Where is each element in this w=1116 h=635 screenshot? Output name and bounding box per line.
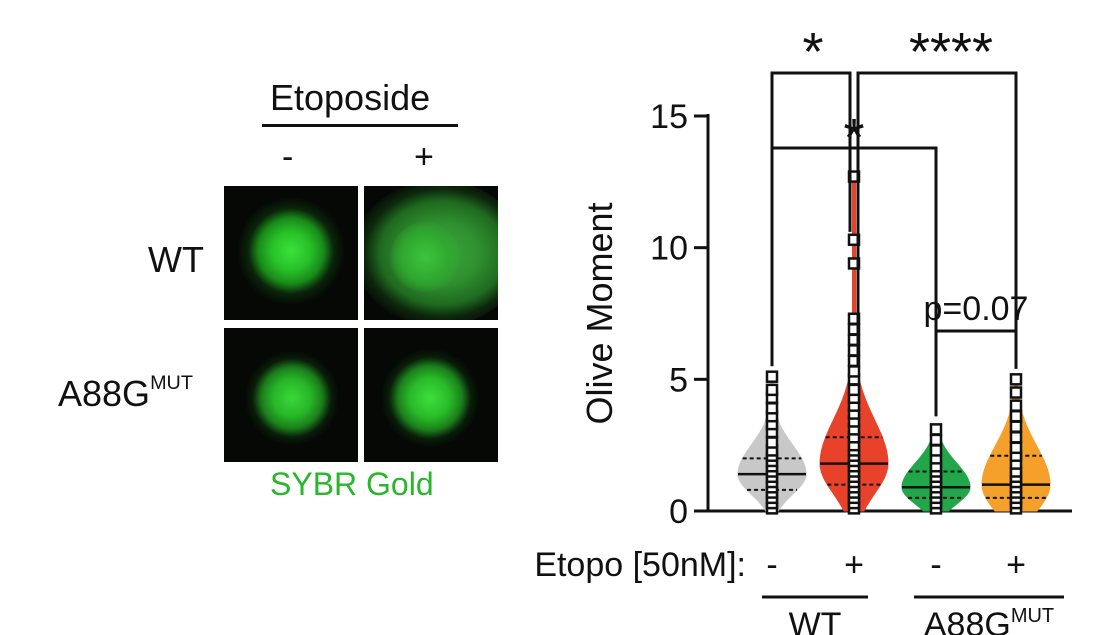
x-tick-label: + [1006, 546, 1026, 584]
significance-label: * [802, 22, 823, 82]
data-point [765, 436, 779, 449]
column-label-minus: - [282, 138, 294, 176]
row-label-wt: WT [148, 239, 204, 280]
x-row-label: Etopo [50nM]: [534, 546, 746, 584]
column-label-plus: + [414, 138, 434, 176]
stain-caption: SYBR Gold [270, 466, 434, 502]
data-point [1009, 431, 1023, 444]
treatment-bracket-line [262, 124, 458, 127]
significance-bracket [770, 71, 852, 367]
data-point [847, 365, 861, 378]
y-tick-label: 10 [650, 230, 688, 268]
data-point [1009, 399, 1023, 412]
x-tick-label: - [766, 546, 777, 584]
significance-label: * [843, 108, 864, 168]
data-point [1009, 386, 1023, 399]
row-label-mutant: A88GMUT [58, 372, 193, 414]
group-label: A88GMUT [924, 605, 1054, 635]
y-tick-label: 15 [650, 98, 688, 136]
comet-image-wt-untreated [224, 186, 358, 320]
data-point [765, 402, 779, 415]
y-tick-label: 5 [669, 361, 688, 399]
significance-bracket [934, 329, 1018, 417]
data-point [765, 370, 779, 383]
significance-label: **** [909, 22, 993, 82]
significance-bracket [856, 71, 1018, 369]
significance-label: p=0.07 [924, 290, 1029, 328]
data-point [765, 383, 779, 397]
x-tick-label: - [930, 546, 941, 584]
data-point [929, 423, 943, 436]
data-point [847, 383, 861, 397]
data-point [1009, 441, 1023, 455]
data-point [1009, 420, 1023, 433]
data-point [1009, 409, 1023, 423]
group-label: WT [789, 606, 842, 635]
comet-image-mutant-etoposide [364, 328, 498, 462]
data-point [929, 433, 943, 447]
significance-bracket [770, 146, 938, 417]
treatment-title: Etoposide [270, 77, 431, 118]
comet-image-mutant-untreated [224, 328, 358, 462]
comet-image-wt-etoposide [364, 186, 498, 320]
y-tick-label: 0 [669, 493, 688, 531]
x-tick-label: + [844, 546, 864, 584]
data-point [929, 444, 943, 457]
data-point [1009, 373, 1023, 386]
y-axis-title: Olive Moment [579, 202, 620, 424]
